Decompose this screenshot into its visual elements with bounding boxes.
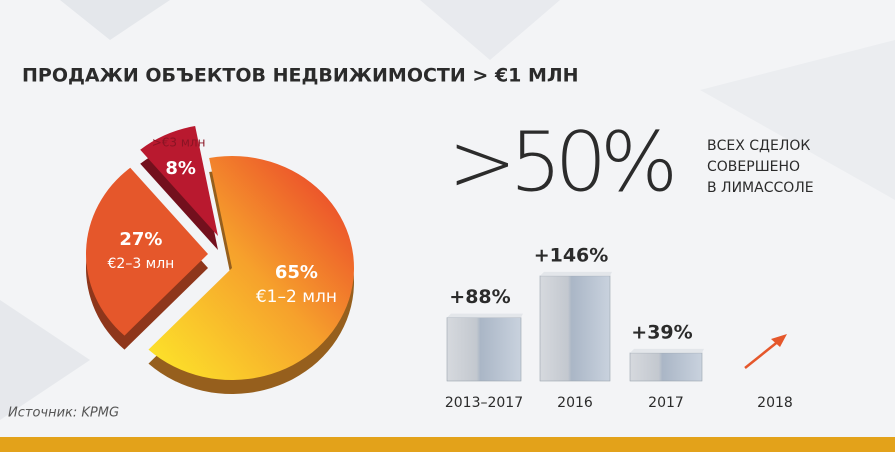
bar-top [540,271,612,276]
bar [539,275,611,382]
pie-value-label: 8% [165,158,196,179]
bar [629,352,703,382]
decor [420,0,560,60]
headline-note: СОВЕРШЕНО [707,159,800,175]
bar-top [447,313,523,318]
pie-value-label: 65% [275,262,318,283]
decor [700,40,895,200]
x-tick-label: 2013–2017 [445,395,523,411]
headline-note: ВСЕХ СДЕЛОК [707,138,810,154]
headline-note: В ЛИМАССОЛЕ [707,180,814,196]
bar-value-label: +39% [631,321,692,343]
trend-arrow-head [771,334,787,347]
trend-arrow [744,339,781,369]
title: ПРОДАЖИ ОБЪЕКТОВ НЕДВИЖИМОСТИ > €1 МЛН [22,65,579,87]
pie-slice [85,167,208,336]
x-tick-label: 2016 [557,395,593,411]
bar-top [630,348,704,353]
pie-category-label: €2–3 млн [108,256,175,272]
headline: >50% [448,116,678,211]
bar [446,317,522,382]
bar-value-label: +146% [534,244,609,266]
pie-slice [148,156,354,380]
pie-category-label: >€3 млн [152,136,206,150]
source: Источник: KPMG [8,406,119,421]
x-tick-label: 2017 [648,395,684,411]
pie-slice [140,125,218,236]
decor [60,0,170,40]
x-tick-label: 2018 [757,395,793,411]
pie-category-label: €1–2 млн [256,287,337,307]
bar-value-label: +88% [449,286,510,308]
pie-value-label: 27% [119,229,162,250]
decor [0,300,90,420]
footer-bar [0,437,895,452]
